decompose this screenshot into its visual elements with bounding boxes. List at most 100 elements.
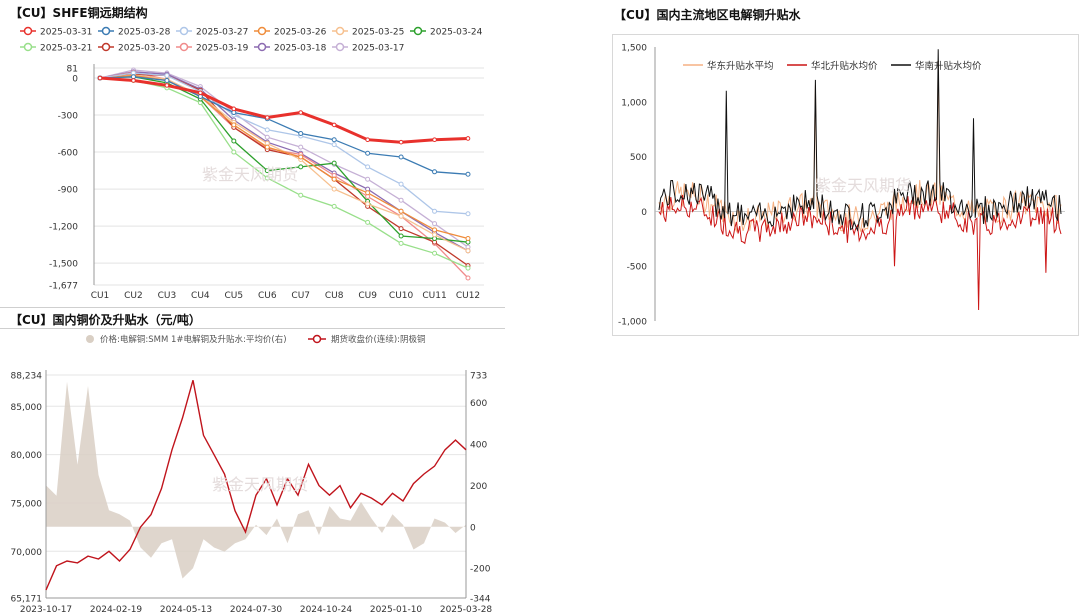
y2-tick-label: 600 bbox=[470, 399, 487, 409]
series-line bbox=[658, 49, 1062, 232]
legend-marker bbox=[179, 42, 189, 52]
divider bbox=[0, 307, 505, 308]
y-tick-label: 0 bbox=[641, 208, 647, 218]
x-tick-label: CU8 bbox=[325, 291, 344, 301]
data-point bbox=[365, 219, 371, 225]
data-point bbox=[365, 201, 371, 207]
data-point bbox=[298, 131, 304, 137]
data-point bbox=[365, 150, 371, 156]
data-point bbox=[465, 265, 471, 271]
legend-label: 华北升贴水均价 bbox=[811, 60, 878, 72]
data-point bbox=[432, 169, 438, 175]
series-line bbox=[658, 194, 1062, 311]
regional-basis-chart: 1,500 1,000 500 0 -500 -1,000 华东升贴水平均 华北升贴水均价 华南… bbox=[618, 44, 1065, 328]
x-tick-label: 2024-07-30 bbox=[230, 605, 283, 615]
regional-basis-title: 【CU】国内主流地区电解铜升贴水 bbox=[614, 8, 801, 22]
data-point bbox=[432, 227, 438, 233]
legend-label: 2025-03-17 bbox=[352, 44, 404, 54]
x-tick-label: 2025-01-10 bbox=[370, 605, 423, 615]
data-point bbox=[331, 122, 337, 128]
x-tick-label: 2024-10-24 bbox=[300, 605, 353, 615]
legend-marker bbox=[335, 42, 345, 52]
data-point bbox=[432, 208, 438, 214]
data-point bbox=[231, 138, 237, 144]
data-point bbox=[398, 213, 404, 219]
data-point bbox=[264, 144, 270, 150]
y-tick-label: -1,000 bbox=[618, 318, 647, 328]
y-tick-label: 0 bbox=[72, 74, 78, 84]
legend-label: 2025-03-31 bbox=[40, 28, 92, 38]
legend-marker bbox=[23, 26, 33, 36]
data-point bbox=[432, 250, 438, 256]
x-tick-label: 2025-03-28 bbox=[440, 605, 493, 615]
forward-curve-chart: 2025-03-31 2025-03-28 2025-03-27 2025-03-26… bbox=[20, 26, 484, 301]
y2-tick-label: 200 bbox=[470, 482, 487, 492]
y-tick-label: -600 bbox=[58, 149, 79, 159]
data-point bbox=[331, 203, 337, 209]
series-line bbox=[99, 77, 469, 269]
y-tick-label: 88,234 bbox=[11, 372, 43, 382]
x-tick-label: CU9 bbox=[358, 291, 377, 301]
y-tick-label: 1,000 bbox=[621, 98, 647, 108]
y-tick-label: -1,500 bbox=[49, 260, 78, 270]
data-point bbox=[465, 235, 471, 241]
data-point bbox=[264, 175, 270, 181]
data-point bbox=[298, 110, 304, 115]
legend-label: 2025-03-24 bbox=[430, 28, 483, 38]
regional-basis-frame bbox=[612, 34, 1079, 336]
legend-label: 价格:电解铜:SMM 1#电解铜及升贴水:平均价(右) bbox=[100, 334, 287, 345]
y-tick-label: 85,000 bbox=[11, 403, 43, 413]
data-point bbox=[331, 142, 337, 148]
x-tick-label: CU5 bbox=[225, 291, 244, 301]
x-tick-label: CU7 bbox=[291, 291, 310, 301]
price-line bbox=[45, 380, 467, 591]
x-tick-label: CU1 bbox=[91, 291, 110, 301]
y2-tick-label: 733 bbox=[470, 372, 487, 382]
data-point bbox=[264, 168, 270, 174]
data-point bbox=[465, 211, 471, 217]
x-tick-label: 2023-10-17 bbox=[20, 605, 72, 615]
legend-label: 2025-03-18 bbox=[274, 44, 327, 54]
data-point bbox=[465, 275, 471, 281]
data-point bbox=[398, 154, 404, 160]
data-point bbox=[231, 122, 237, 128]
data-point bbox=[398, 197, 404, 203]
x-tick-label: CU3 bbox=[158, 291, 177, 301]
data-point bbox=[298, 144, 304, 150]
data-point bbox=[465, 136, 471, 141]
series-line bbox=[99, 76, 469, 144]
data-point bbox=[432, 137, 437, 143]
data-point bbox=[365, 176, 371, 182]
data-point bbox=[164, 83, 170, 88]
forward-curve-title: 【CU】SHFE铜远期结构 bbox=[10, 6, 148, 20]
data-point bbox=[365, 164, 371, 170]
data-point bbox=[398, 208, 404, 214]
data-point bbox=[432, 232, 438, 238]
legend-label: 华南升贴水均价 bbox=[915, 60, 982, 72]
data-point bbox=[231, 149, 237, 155]
legend-marker bbox=[335, 26, 345, 36]
legend-label: 2025-03-27 bbox=[196, 28, 248, 38]
y2-tick-label: -200 bbox=[470, 565, 491, 575]
price-basis-chart: 价格:电解铜:SMM 1#电解铜及升贴水:平均价(右) 期货收盘价(连续):阴极铜… bbox=[11, 334, 493, 615]
data-point bbox=[365, 137, 370, 143]
legend-label: 2025-03-25 bbox=[352, 28, 404, 38]
data-point bbox=[264, 134, 270, 140]
y2-tick-label: 0 bbox=[470, 523, 476, 533]
data-point bbox=[264, 115, 270, 120]
data-point bbox=[231, 110, 237, 116]
legend-marker bbox=[179, 26, 189, 36]
y-tick-label: 1,500 bbox=[621, 44, 647, 54]
data-point bbox=[465, 248, 471, 254]
data-point bbox=[465, 171, 471, 177]
data-point bbox=[331, 186, 337, 192]
data-point bbox=[231, 106, 237, 112]
y-tick-label: 81 bbox=[67, 65, 78, 75]
data-point bbox=[298, 192, 304, 198]
legend-label: 2025-03-19 bbox=[196, 44, 249, 54]
x-tick-label: CU6 bbox=[258, 291, 277, 301]
legend-marker bbox=[23, 42, 33, 52]
x-tick-label: 2024-02-19 bbox=[90, 605, 143, 615]
basis-area bbox=[46, 381, 466, 579]
data-point bbox=[264, 127, 270, 133]
